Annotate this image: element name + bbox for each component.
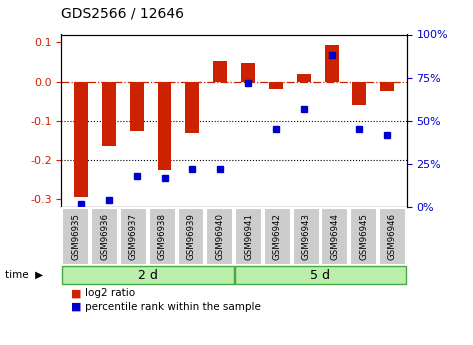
Text: GSM96941: GSM96941 bbox=[244, 213, 253, 260]
Bar bbox=[269, 81, 283, 89]
Bar bbox=[297, 74, 311, 81]
Bar bbox=[352, 81, 367, 105]
Bar bbox=[74, 81, 88, 197]
Bar bbox=[102, 81, 116, 146]
Text: GSM96938: GSM96938 bbox=[158, 213, 166, 260]
Bar bbox=[324, 46, 339, 81]
Text: GSM96935: GSM96935 bbox=[71, 213, 80, 260]
Text: GSM96940: GSM96940 bbox=[215, 213, 224, 260]
Text: GSM96936: GSM96936 bbox=[100, 213, 109, 260]
Text: 2 d: 2 d bbox=[138, 269, 158, 282]
Text: percentile rank within the sample: percentile rank within the sample bbox=[85, 302, 261, 312]
Text: log2 ratio: log2 ratio bbox=[85, 288, 135, 298]
Text: GSM96945: GSM96945 bbox=[359, 213, 368, 260]
Text: GSM96937: GSM96937 bbox=[129, 213, 138, 260]
Bar bbox=[213, 61, 227, 81]
Text: 5 d: 5 d bbox=[310, 269, 331, 282]
Bar bbox=[158, 81, 172, 170]
Text: GSM96943: GSM96943 bbox=[302, 213, 311, 260]
Text: time  ▶: time ▶ bbox=[5, 270, 43, 280]
Bar bbox=[185, 81, 199, 132]
Text: ■: ■ bbox=[71, 288, 81, 298]
Bar bbox=[241, 63, 255, 81]
Bar bbox=[130, 81, 144, 130]
Bar bbox=[380, 81, 394, 91]
Text: GDS2566 / 12646: GDS2566 / 12646 bbox=[61, 7, 184, 21]
Text: GSM96946: GSM96946 bbox=[388, 213, 397, 260]
Text: GSM96939: GSM96939 bbox=[186, 213, 195, 260]
Text: GSM96944: GSM96944 bbox=[330, 213, 339, 260]
Text: GSM96942: GSM96942 bbox=[273, 213, 282, 260]
Text: ■: ■ bbox=[71, 302, 81, 312]
